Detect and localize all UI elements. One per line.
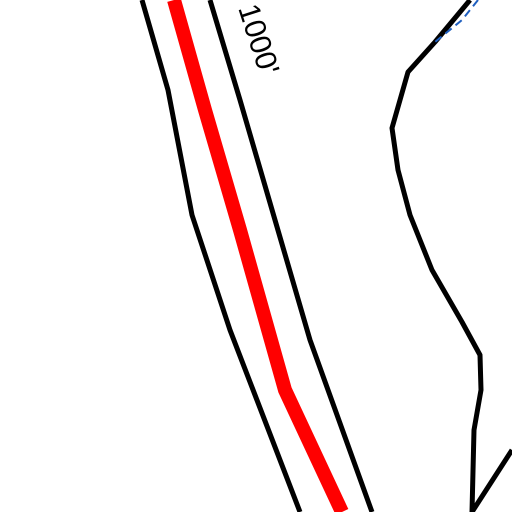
boundary bbox=[389, 0, 512, 512]
road-edge-left bbox=[139, 0, 303, 512]
road-edge-right bbox=[207, 0, 375, 512]
trail bbox=[167, 0, 349, 512]
